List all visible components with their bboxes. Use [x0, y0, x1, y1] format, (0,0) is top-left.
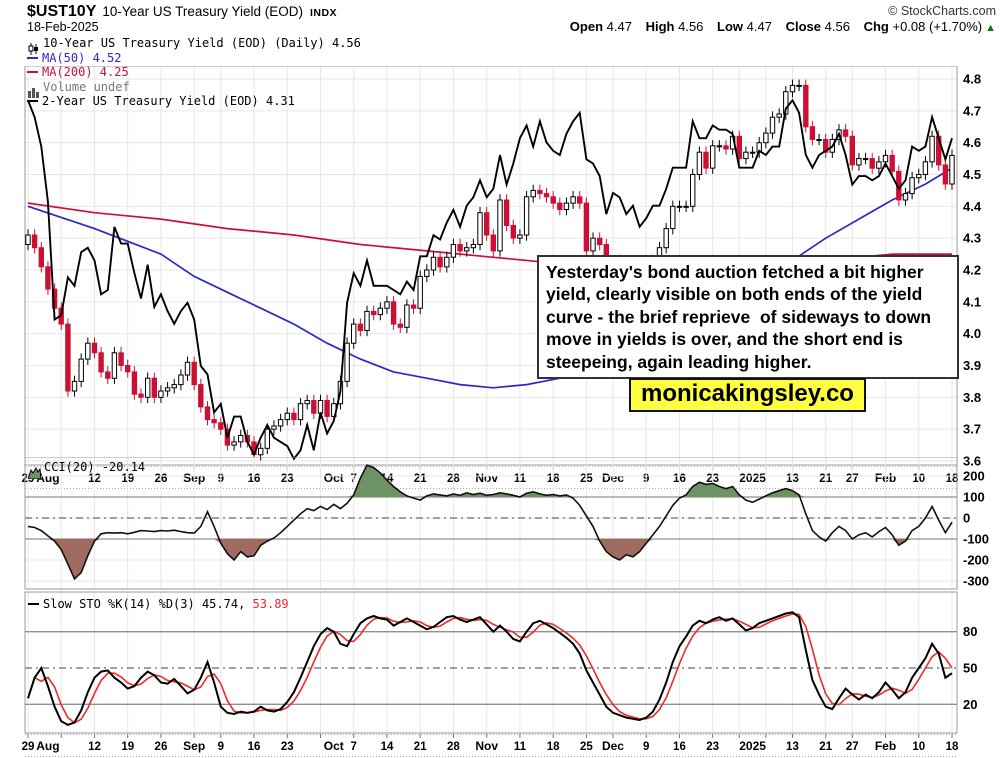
- svg-text:4.0: 4.0: [963, 326, 981, 341]
- svg-text:18: 18: [946, 741, 959, 753]
- legend-cci-label: CCI(20) -20.14: [44, 460, 146, 474]
- chg-value: +0.08 (+1.70%): [892, 19, 983, 34]
- instrument-title: 10-Year US Treasury Yield (EOD): [102, 4, 303, 19]
- open-label: Open: [569, 19, 604, 34]
- legend-twoyear-row: 2-Year US Treasury Yield (EOD) 4.31: [27, 94, 361, 109]
- svg-text:21: 21: [414, 741, 427, 753]
- svg-text:4.6: 4.6: [963, 135, 981, 150]
- legend-price-label: 10-Year US Treasury Yield (EOD) (Daily) …: [43, 36, 361, 50]
- svg-text:2025: 2025: [739, 471, 766, 485]
- close-label: Close: [785, 19, 822, 34]
- svg-text:14: 14: [381, 741, 394, 753]
- svg-text:100: 100: [963, 490, 985, 505]
- svg-text:Aug: Aug: [36, 471, 59, 485]
- legend-sto-black: Slow STO %K(14) %D(3) 45.74,: [43, 597, 246, 611]
- two-year-line-icon: [27, 100, 38, 103]
- svg-text:4.2: 4.2: [963, 263, 981, 278]
- svg-text:13: 13: [786, 741, 799, 753]
- ohlc-quote-bar: Open 4.47 High 4.56 Low 4.47 Close 4.56 …: [560, 19, 996, 34]
- svg-text:23: 23: [706, 741, 719, 753]
- svg-text:200: 200: [963, 469, 985, 484]
- svg-text:3.9: 3.9: [963, 358, 981, 373]
- svg-text:3.8: 3.8: [963, 390, 981, 405]
- ma50-line-icon: [27, 56, 38, 59]
- svg-text:Nov: Nov: [475, 739, 498, 753]
- svg-text:Sep: Sep: [183, 739, 205, 753]
- svg-text:4.8: 4.8: [963, 72, 981, 87]
- cci-legend: CCI(20) -20.14: [28, 460, 146, 480]
- open-value: 4.47: [606, 19, 632, 34]
- watermark-site-label: monicakingsley.co: [629, 378, 866, 412]
- svg-text:21: 21: [819, 741, 832, 753]
- svg-text:10: 10: [912, 741, 925, 753]
- svg-text:4.3: 4.3: [963, 231, 981, 246]
- svg-text:Feb: Feb: [875, 739, 896, 753]
- svg-text:50: 50: [963, 661, 977, 676]
- legend-price-row: 10-Year US Treasury Yield (EOD) (Daily) …: [27, 36, 361, 56]
- legend-sto-row: Slow STO %K(14) %D(3) 45.74, 53.89: [28, 597, 289, 612]
- legend-volume-row: Volume undef: [27, 79, 361, 98]
- svg-text:27: 27: [846, 741, 859, 753]
- svg-text:9: 9: [643, 741, 649, 753]
- legend-ma200-label: MA(200) 4.25: [42, 65, 129, 79]
- svg-text:-100: -100: [963, 532, 989, 547]
- close-value: 4.56: [824, 19, 850, 34]
- svg-text:18: 18: [547, 741, 560, 753]
- svg-text:7: 7: [351, 741, 357, 753]
- svg-text:3.6: 3.6: [963, 454, 981, 469]
- chart-header: $UST10Y 10-Year US Treasury Yield (EOD) IN…: [27, 3, 337, 21]
- svg-text:25: 25: [580, 741, 593, 753]
- svg-text:19: 19: [121, 741, 134, 753]
- sto-legend: Slow STO %K(14) %D(3) 45.74, 53.89: [28, 597, 289, 612]
- legend-cci-row: CCI(20) -20.14: [28, 460, 146, 480]
- svg-text:0: 0: [963, 511, 970, 526]
- low-value: 4.47: [746, 19, 772, 34]
- legend-volume-label: Volume undef: [43, 79, 130, 94]
- analyst-annotation-box: Yesterday's bond auction fetched a bit h…: [537, 255, 959, 379]
- svg-text:3.7: 3.7: [963, 422, 981, 437]
- svg-text:26: 26: [155, 741, 168, 753]
- high-value: 4.56: [678, 19, 704, 34]
- svg-text:4.5: 4.5: [963, 167, 981, 182]
- ma200-line-icon: [27, 71, 38, 74]
- svg-text:-300: -300: [963, 574, 989, 589]
- legend-sto-red: 53.89: [252, 597, 289, 611]
- legend-twoyear-label: 2-Year US Treasury Yield (EOD) 4.31: [42, 94, 295, 108]
- legend-ma50-label: MA(50) 4.52: [42, 50, 122, 65]
- stockcharts-credit-link[interactable]: © StockCharts.com: [888, 4, 996, 18]
- svg-text:4.7: 4.7: [963, 103, 981, 118]
- high-label: High: [645, 19, 675, 34]
- up-triangle-icon: ▲: [985, 22, 996, 34]
- svg-text:29: 29: [22, 741, 35, 753]
- svg-text:Oct: Oct: [324, 739, 344, 753]
- low-label: Low: [717, 19, 744, 34]
- svg-text:Oct: Oct: [324, 471, 344, 485]
- svg-text:11: 11: [514, 741, 527, 753]
- svg-text:4.1: 4.1: [963, 294, 981, 309]
- sto-line-icon: [28, 603, 39, 606]
- svg-text:23: 23: [281, 741, 294, 753]
- svg-text:16: 16: [248, 741, 261, 753]
- svg-text:12: 12: [88, 741, 101, 753]
- main-legend: 10-Year US Treasury Yield (EOD) (Daily) …: [27, 36, 361, 109]
- chg-label: Chg: [863, 19, 889, 34]
- exchange-label: INDX: [309, 7, 338, 19]
- svg-text:2025: 2025: [739, 739, 766, 753]
- svg-text:16: 16: [673, 741, 686, 753]
- svg-text:80: 80: [963, 624, 977, 639]
- legend-ma200-row: MA(200) 4.25: [27, 65, 361, 80]
- svg-text:-200: -200: [963, 553, 989, 568]
- svg-text:9: 9: [218, 741, 224, 753]
- svg-text:4.4: 4.4: [963, 199, 982, 214]
- svg-text:20: 20: [963, 697, 977, 712]
- chart-date: 18-Feb-2025: [27, 20, 99, 34]
- legend-ma50-row: MA(50) 4.52: [27, 51, 361, 66]
- ticker-symbol: $UST10Y: [27, 3, 97, 20]
- svg-text:Dec: Dec: [602, 739, 624, 753]
- svg-text:28: 28: [447, 741, 460, 753]
- svg-text:Aug: Aug: [36, 739, 59, 753]
